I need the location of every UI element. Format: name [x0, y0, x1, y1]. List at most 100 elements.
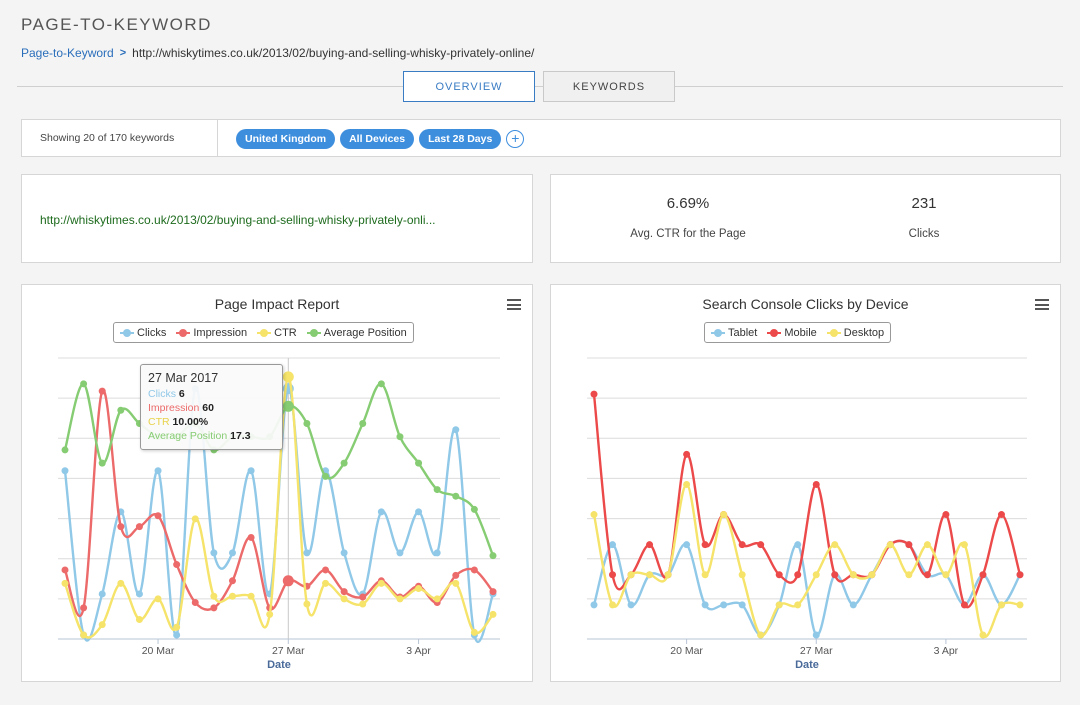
data-point-tablet[interactable] — [738, 601, 746, 609]
data-point-average-position[interactable] — [117, 406, 125, 414]
tab-overview[interactable]: OVERVIEW — [403, 71, 535, 102]
data-point-clicks[interactable] — [303, 549, 311, 557]
data-point-desktop[interactable] — [701, 571, 709, 579]
data-point-clicks[interactable] — [396, 549, 404, 557]
data-point-impression[interactable] — [340, 588, 348, 596]
data-point-desktop[interactable] — [609, 601, 617, 609]
data-point-mobile[interactable] — [1016, 571, 1024, 579]
data-point-impression[interactable] — [98, 387, 106, 395]
data-point-average-position[interactable] — [452, 492, 460, 500]
data-point-impression[interactable] — [359, 593, 367, 601]
data-point-impression[interactable] — [322, 566, 330, 574]
data-point-mobile[interactable] — [960, 601, 968, 609]
data-point-desktop[interactable] — [720, 511, 728, 519]
data-point-mobile[interactable] — [609, 571, 617, 579]
data-point-clicks[interactable] — [228, 549, 236, 557]
data-point-ctr[interactable] — [359, 600, 367, 608]
data-point-tablet[interactable] — [627, 601, 635, 609]
data-point-desktop[interactable] — [923, 541, 931, 549]
data-point-impression[interactable] — [489, 588, 497, 596]
data-point-tablet[interactable] — [794, 541, 802, 549]
data-point-impression[interactable] — [452, 571, 460, 579]
data-point-tablet[interactable] — [701, 601, 709, 609]
data-point-ctr[interactable] — [228, 592, 236, 600]
data-point-average-position[interactable] — [489, 552, 497, 560]
data-point-mobile[interactable] — [905, 541, 913, 549]
data-point-impression[interactable] — [210, 604, 218, 612]
data-point-impression[interactable] — [470, 566, 478, 574]
data-point-average-position[interactable] — [470, 505, 478, 513]
data-point-mobile[interactable] — [646, 541, 654, 549]
data-point-clicks[interactable] — [210, 549, 218, 557]
data-point-ctr[interactable] — [135, 616, 143, 624]
data-point-mobile[interactable] — [997, 511, 1005, 519]
data-point-average-position[interactable] — [322, 472, 330, 480]
data-point-ctr[interactable] — [61, 579, 69, 587]
data-point-desktop[interactable] — [960, 541, 968, 549]
data-point-ctr[interactable] — [247, 592, 255, 600]
legend-impression[interactable]: Impression — [176, 327, 247, 339]
data-point-clicks[interactable] — [377, 508, 385, 516]
data-point-clicks[interactable] — [433, 549, 441, 557]
filter-chip-date-range[interactable]: Last 28 Days — [419, 129, 502, 149]
data-point-mobile[interactable] — [775, 571, 783, 579]
data-point-tablet[interactable] — [812, 631, 820, 639]
data-point-average-position[interactable] — [98, 459, 106, 467]
menu-icon[interactable] — [1035, 299, 1049, 313]
data-point-clicks[interactable] — [340, 549, 348, 557]
data-point-mobile[interactable] — [757, 541, 765, 549]
data-point-tablet[interactable] — [849, 601, 857, 609]
data-point-ctr[interactable] — [210, 592, 218, 600]
data-point-desktop[interactable] — [868, 571, 876, 579]
data-point-tablet[interactable] — [720, 601, 728, 609]
data-point-clicks[interactable] — [173, 631, 181, 639]
data-point-impression[interactable] — [61, 566, 69, 574]
data-point-average-position[interactable] — [433, 486, 441, 494]
data-point-desktop[interactable] — [849, 571, 857, 579]
data-point-average-position[interactable] — [415, 459, 423, 467]
data-point-desktop[interactable] — [627, 571, 635, 579]
data-point-impression[interactable] — [191, 598, 199, 606]
page-url[interactable]: http://whiskytimes.co.uk/2013/02/buying-… — [40, 213, 436, 227]
legend-desktop[interactable]: Desktop — [826, 327, 884, 339]
data-point-desktop[interactable] — [757, 631, 765, 639]
data-point-tablet[interactable] — [609, 541, 617, 549]
data-point-mobile[interactable] — [923, 571, 931, 579]
data-point-average-position[interactable] — [396, 433, 404, 441]
data-point-ctr[interactable] — [266, 610, 274, 618]
data-point-clicks[interactable] — [452, 426, 460, 434]
data-point-mobile[interactable] — [979, 571, 987, 579]
data-point-impression[interactable] — [117, 523, 125, 531]
data-point-ctr[interactable] — [303, 600, 311, 608]
data-point-ctr[interactable] — [470, 628, 478, 636]
data-point-ctr[interactable] — [396, 595, 404, 603]
data-point-tablet[interactable] — [683, 541, 691, 549]
data-point-average-position[interactable] — [282, 400, 294, 412]
menu-icon[interactable] — [507, 299, 521, 313]
data-point-clicks[interactable] — [415, 508, 423, 516]
data-point-average-position[interactable] — [340, 459, 348, 467]
filter-chip-country[interactable]: United Kingdom — [236, 129, 336, 149]
data-point-desktop[interactable] — [812, 571, 820, 579]
data-point-desktop[interactable] — [794, 601, 802, 609]
data-point-desktop[interactable] — [979, 631, 987, 639]
data-point-ctr[interactable] — [98, 621, 106, 629]
filter-chip-device[interactable]: All Devices — [340, 129, 415, 149]
data-point-mobile[interactable] — [831, 571, 839, 579]
device-clicks-plot[interactable]: 20 Mar 27 Mar 3 Apr Date — [551, 285, 1060, 681]
data-point-clicks[interactable] — [154, 467, 162, 475]
data-point-ctr[interactable] — [433, 595, 441, 603]
data-point-desktop[interactable] — [590, 511, 598, 519]
data-point-average-position[interactable] — [359, 419, 367, 427]
data-point-ctr[interactable] — [322, 579, 330, 587]
data-point-ctr[interactable] — [340, 595, 348, 603]
data-point-impression[interactable] — [135, 523, 143, 531]
data-point-tablet[interactable] — [590, 601, 598, 609]
data-point-ctr[interactable] — [489, 610, 497, 618]
data-point-mobile[interactable] — [738, 541, 746, 549]
data-point-average-position[interactable] — [377, 380, 385, 388]
data-point-desktop[interactable] — [738, 571, 746, 579]
add-filter-icon[interactable]: + — [506, 130, 525, 148]
data-point-desktop[interactable] — [1016, 601, 1024, 609]
data-point-desktop[interactable] — [997, 601, 1005, 609]
